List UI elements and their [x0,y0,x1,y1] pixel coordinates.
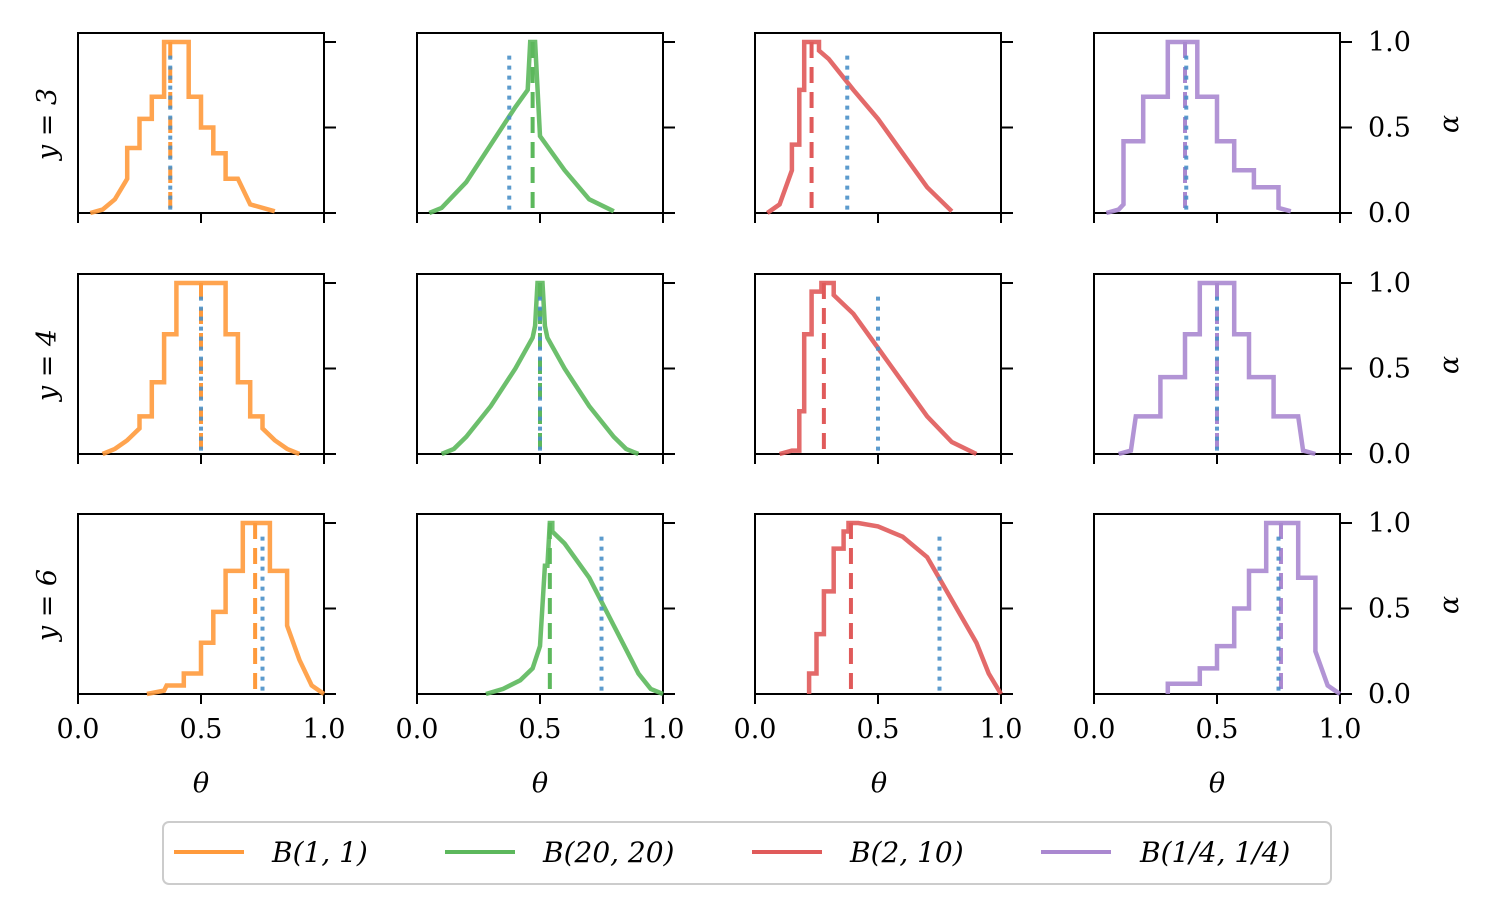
legend-box [162,821,1332,885]
x-tick-label-r3-c1-2: 1.0 [303,714,346,745]
row-label-3: y = 6 [32,569,63,642]
posterior-curve-r2-c3 [779,280,978,457]
x-tick-label-r3-c2-1: 0.5 [519,714,562,745]
legend-label-3: B(2, 10) [849,836,964,869]
panels-group: 0.00.51.00.00.51.00.0 0.5 1.0 0.0 0.5 1.0 0.0 0… [57,27,1411,745]
y-tick-label-r3-c4-2: 1.0 [1368,508,1411,539]
y-tick-label-r1-c4-1: 0.5 [1368,113,1411,144]
y-tick-label-r3-c4-0: 0.0 [1368,679,1411,710]
panel-frame-r1-c3 [754,32,1002,214]
alpha-label-1: α [1434,115,1465,133]
y-tick-label-r3-c4-1: 0.5 [1368,594,1411,625]
x-tick-label-r3-c2-0: 0.0 [396,714,439,745]
posterior-curve-r3-c2 [485,520,664,697]
panel-frame-r3-c3 [754,513,1002,695]
x-tick-label-r3-c1-0: 0.0 [57,714,100,745]
y-tick-label-r1-c4-2: 1.0 [1368,27,1411,58]
x-tick-label-r3-c3-1: 0.5 [857,714,900,745]
posterior-curve-r1-c2 [428,39,615,216]
posterior-curve-r1-c1 [89,39,276,216]
posterior-curve-r3-c4 [1165,520,1342,696]
y-tick-label-r1-c4-0: 0.0 [1368,198,1411,229]
x-label-1: θ [193,768,209,799]
x-tick-label-r3-c3-0: 0.0 [734,714,777,745]
posterior-curve-r1-c4 [1105,39,1292,216]
legend: B(1, 1) B(20, 20) B(2, 10) B(1/4, 1/4) [162,821,1332,885]
x-tick-label-r3-c4-1: 0.5 [1196,714,1239,745]
alpha-label-3: α [1434,596,1465,614]
x-label-2: θ [532,768,548,799]
y-tick-label-r2-c4-2: 1.0 [1368,268,1411,299]
y-tick-label-r2-c4-0: 0.0 [1368,439,1411,470]
x-tick-label-r3-c4-2: 1.0 [1319,714,1362,745]
posterior-curve-r3-c3 [806,520,1003,696]
x-label-3: θ [871,768,887,799]
posterior-curve-r1-c3 [766,39,954,215]
panel-frame-r3-c2 [416,513,664,695]
alpha-label-2: α [1434,356,1465,374]
legend-label-2: B(20, 20) [542,836,674,869]
row-label-1: y = 3 [32,88,63,161]
posterior-curve-r3-c1 [146,520,326,697]
x-tick-label-r3-c1-1: 0.5 [180,714,223,745]
row-label-2: y = 4 [32,329,63,402]
legend-label-1: B(1, 1) [271,836,368,869]
x-label-4: θ [1209,768,1225,799]
legend-label-4: B(1/4, 1/4) [1139,836,1290,869]
x-tick-label-r3-c4-0: 0.0 [1073,714,1116,745]
y-tick-label-r2-c4-1: 0.5 [1368,354,1411,385]
x-tick-label-r3-c2-2: 1.0 [642,714,685,745]
x-tick-label-r3-c3-2: 1.0 [980,714,1023,745]
